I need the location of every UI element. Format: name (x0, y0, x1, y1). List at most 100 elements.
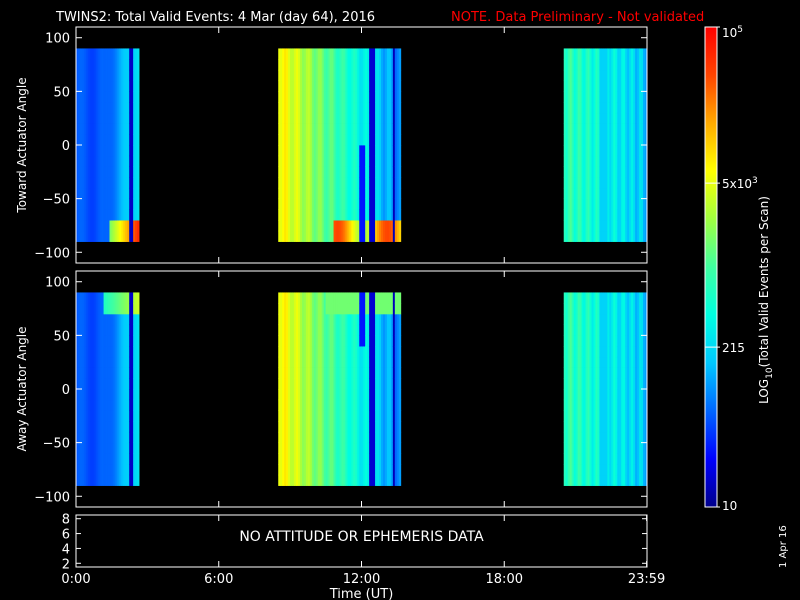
heat-cell (297, 324, 301, 336)
heat-cell (107, 335, 110, 347)
heat-cell (609, 69, 612, 82)
heat-cell (625, 48, 628, 60)
heat-cell (563, 91, 567, 103)
heat-cell (587, 59, 590, 71)
heat-cell (617, 367, 620, 379)
heat-cell (317, 198, 321, 210)
heat-cell (315, 209, 319, 221)
heat-cell (129, 378, 132, 390)
heat-cell (296, 230, 299, 242)
heat-cell (307, 356, 311, 368)
heat-cell (115, 220, 118, 232)
heat-cell (613, 48, 616, 60)
heat-cell (127, 230, 130, 242)
heat-cell (367, 187, 370, 200)
heat-cell (292, 187, 295, 200)
heat-cell (347, 378, 350, 390)
heat-cell (341, 91, 344, 103)
heat-cell (569, 313, 573, 326)
heat-cell (303, 464, 307, 476)
heat-cell (359, 177, 362, 189)
heat-cell (339, 187, 342, 200)
heat-cell (79, 91, 83, 103)
heat-cell (280, 145, 283, 157)
heat-cell (565, 209, 569, 221)
heat-cell (398, 464, 402, 476)
heat-cell (597, 389, 600, 401)
heat-cell (643, 155, 646, 167)
heat-cell (390, 102, 394, 114)
heat-cell (363, 431, 366, 444)
heat-cell (363, 69, 366, 82)
heat-cell (613, 335, 616, 347)
heat-cell (643, 230, 646, 242)
heat-cell (333, 313, 336, 326)
heat-cell (597, 421, 600, 433)
heat-cell (388, 367, 392, 379)
heat-cell (585, 442, 588, 454)
heat-cell (625, 91, 628, 103)
heat-cell (375, 123, 378, 135)
heat-cell (305, 91, 309, 103)
heat-cell (109, 166, 112, 178)
heat-cell (637, 166, 640, 178)
heat-cell (603, 80, 606, 92)
heat-cell (101, 410, 104, 422)
heat-cell (380, 399, 384, 411)
heat-cell (613, 166, 616, 178)
heat-cell (589, 303, 592, 315)
heat-cell (377, 177, 380, 189)
heat-cell (373, 155, 376, 167)
heat-cell (595, 69, 598, 82)
heat-cell (331, 410, 334, 422)
heat-cell (384, 474, 388, 486)
heat-cell (105, 230, 108, 242)
heat-cell (593, 324, 596, 336)
heat-cell (565, 346, 569, 358)
heat-cell (639, 48, 642, 60)
heat-cell (641, 303, 644, 315)
heat-cell (296, 69, 299, 82)
heat-cell (639, 123, 642, 135)
heat-cell (591, 145, 594, 157)
heat-cell (377, 399, 380, 411)
heat-cell (111, 442, 114, 454)
heat-cell (333, 187, 336, 200)
heat-cell (353, 69, 356, 82)
heat-cell (297, 389, 301, 401)
heat-cell (621, 356, 624, 368)
heat-cell (377, 123, 380, 135)
heat-cell (89, 187, 93, 200)
heat-cell (623, 155, 626, 167)
heat-cell (83, 453, 87, 465)
heat-cell (382, 292, 386, 304)
heat-cell (337, 389, 340, 401)
heat-cell (286, 324, 289, 336)
heat-cell (591, 431, 594, 444)
heat-cell (365, 421, 368, 433)
heat-cell (589, 59, 592, 71)
heat-cell (309, 421, 313, 433)
heat-cell (639, 220, 642, 232)
heat-cell (384, 367, 388, 379)
heat-cell (129, 442, 132, 454)
heat-cell (390, 389, 394, 401)
heat-cell (603, 198, 606, 210)
heat-cell (115, 48, 118, 60)
heat-cell (591, 421, 594, 433)
heat-cell (375, 421, 378, 433)
heat-cell (105, 220, 108, 232)
heat-cell (567, 123, 571, 135)
heat-cell (131, 431, 134, 444)
heat-cell (319, 112, 323, 124)
heat-cell (591, 187, 594, 200)
heat-cell (623, 324, 626, 336)
heat-cell (369, 187, 372, 200)
heat-cell (386, 356, 390, 368)
heat-cell (99, 442, 103, 454)
heat-cell (76, 59, 79, 71)
heat-cell (280, 367, 283, 379)
heat-cell (585, 399, 588, 411)
heat-cell (363, 177, 366, 189)
heat-cell (129, 91, 132, 103)
